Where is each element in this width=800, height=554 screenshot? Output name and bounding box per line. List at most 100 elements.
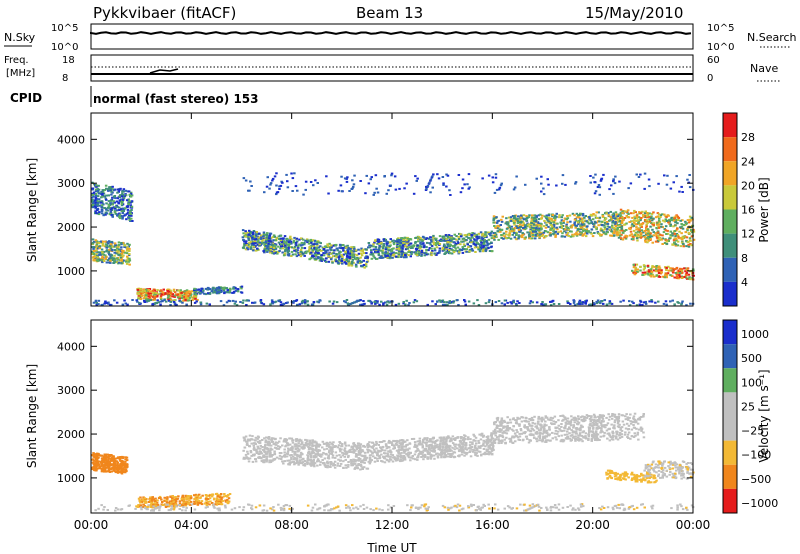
echo-cell bbox=[525, 215, 528, 218]
echo-cell bbox=[687, 221, 691, 224]
echo-cell bbox=[247, 233, 251, 236]
echo-cell bbox=[250, 185, 253, 187]
echo-cell bbox=[403, 236, 407, 239]
echo-cell bbox=[467, 187, 470, 190]
echo-cell bbox=[307, 242, 311, 245]
echo-cell bbox=[482, 248, 485, 251]
echo-cell bbox=[621, 238, 625, 241]
echo-cell bbox=[673, 217, 676, 220]
echo-cell bbox=[490, 237, 494, 240]
echo-cell bbox=[533, 216, 537, 219]
echo-cell bbox=[255, 231, 258, 233]
echo-cell bbox=[408, 302, 411, 304]
echo-cell bbox=[174, 501, 177, 504]
echo-cell bbox=[92, 459, 96, 462]
echo-cell bbox=[312, 184, 315, 187]
beam-label: Beam 13 bbox=[356, 4, 423, 22]
echo-cell bbox=[322, 254, 326, 257]
echo-cell bbox=[540, 227, 543, 230]
echo-cell bbox=[664, 266, 667, 269]
echo-cell bbox=[585, 299, 588, 302]
echo-cell bbox=[360, 252, 363, 255]
echo-cell bbox=[632, 212, 635, 215]
echo-cell bbox=[320, 256, 323, 259]
echo-cell bbox=[557, 216, 561, 219]
echo-cell bbox=[680, 303, 683, 306]
echo-cell bbox=[352, 451, 356, 454]
echo-cell bbox=[544, 226, 548, 229]
echo-cell bbox=[109, 189, 112, 192]
echo-cell bbox=[405, 299, 408, 302]
echo-cell bbox=[320, 249, 323, 252]
echo-cell bbox=[324, 245, 327, 248]
echo-cell bbox=[688, 186, 692, 189]
echo-cell bbox=[365, 252, 368, 255]
echo-cell bbox=[506, 301, 509, 304]
echo-cell bbox=[466, 183, 469, 186]
echo-cell bbox=[278, 300, 281, 303]
echo-cell bbox=[506, 222, 509, 225]
echo-cell bbox=[603, 224, 606, 227]
echo-cell bbox=[182, 297, 186, 300]
echo-cell bbox=[584, 302, 587, 305]
echo-cell bbox=[282, 440, 286, 443]
echo-cell bbox=[118, 215, 121, 218]
echo-cell bbox=[345, 299, 349, 301]
echo-cell bbox=[277, 235, 280, 238]
echo-cell bbox=[376, 300, 379, 303]
echo-cell bbox=[550, 217, 553, 220]
echo-cell bbox=[678, 275, 682, 278]
echo-cell bbox=[450, 236, 453, 239]
echo-cell bbox=[461, 178, 465, 181]
echo-cell bbox=[282, 243, 286, 246]
echo-cell bbox=[105, 198, 108, 201]
echo-cell bbox=[196, 497, 199, 500]
echo-cell bbox=[665, 273, 669, 276]
echo-cell bbox=[289, 240, 293, 243]
echo-cell bbox=[540, 217, 543, 220]
echo-cell bbox=[145, 288, 148, 291]
echo-cell bbox=[319, 242, 322, 245]
echo-cell bbox=[485, 236, 488, 238]
echo-cell bbox=[674, 272, 678, 274]
echo-cell bbox=[236, 290, 240, 293]
echo-cell bbox=[110, 213, 113, 216]
echo-cell bbox=[359, 303, 362, 306]
echo-cell bbox=[116, 463, 119, 466]
echo-cell bbox=[107, 205, 111, 208]
echo-cell bbox=[118, 206, 121, 209]
echo-cell bbox=[94, 239, 98, 242]
echo-cell bbox=[247, 245, 251, 248]
echo-cell bbox=[380, 241, 383, 244]
echo-cell bbox=[345, 259, 348, 262]
echo-cell bbox=[353, 174, 356, 177]
echo-cell bbox=[517, 215, 520, 218]
echo-cell bbox=[107, 189, 110, 192]
echo-cell bbox=[288, 237, 292, 240]
nave-tick-top: 60 bbox=[707, 55, 720, 66]
echo-cell bbox=[228, 300, 232, 303]
echo-cell bbox=[199, 303, 203, 306]
echo-cell bbox=[515, 225, 518, 228]
echo-cell bbox=[468, 245, 472, 248]
echo-cell bbox=[304, 188, 307, 191]
echo-cell bbox=[304, 302, 307, 305]
echo-cell bbox=[610, 234, 613, 237]
echo-cell bbox=[306, 459, 310, 462]
echo-cell bbox=[275, 193, 278, 196]
echo-cell bbox=[113, 242, 117, 245]
echo-cell bbox=[195, 288, 199, 291]
echo-cell bbox=[467, 233, 471, 236]
echo-cell bbox=[656, 215, 659, 218]
echo-cell bbox=[116, 214, 119, 217]
echo-cell bbox=[424, 251, 428, 254]
echo-cell bbox=[107, 458, 110, 461]
echo-cell bbox=[102, 459, 106, 462]
echo-cell bbox=[415, 249, 418, 252]
echo-cell bbox=[494, 173, 498, 176]
echo-cell bbox=[259, 236, 263, 239]
echo-cell bbox=[612, 179, 615, 182]
echo-cell bbox=[160, 293, 163, 296]
echo-cell bbox=[615, 234, 619, 237]
